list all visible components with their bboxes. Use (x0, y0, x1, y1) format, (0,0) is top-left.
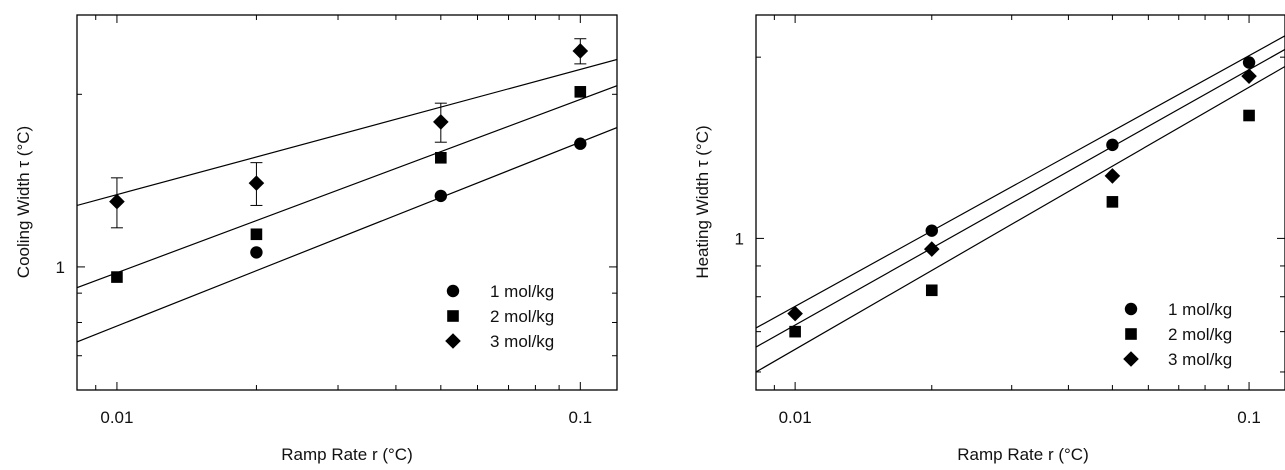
legend-marker (1124, 302, 1138, 316)
x-axis-label: Ramp Rate r (°C) (281, 445, 412, 464)
data-point (789, 325, 801, 338)
data-point (248, 175, 265, 191)
series-square (789, 109, 1255, 338)
data-point (1242, 56, 1256, 69)
data-point (250, 228, 263, 241)
y-tick-label: 1 (56, 258, 65, 277)
legend-marker (447, 310, 459, 322)
series-circle (925, 56, 1256, 237)
plot-frame (76, 14, 618, 391)
legend-marker (1125, 328, 1137, 340)
legend-label: 2 mol/kg (490, 307, 554, 326)
data-point (574, 137, 587, 150)
axis-ticks (756, 15, 1285, 390)
data-point (1106, 138, 1119, 152)
legend-label: 3 mol/kg (490, 332, 554, 351)
heating-width-panel: 0.01 0.1 1 Ramp Rate r (°C) Heating Width τ … (693, 14, 1285, 464)
data-point (250, 246, 263, 259)
series-diamond (109, 38, 589, 229)
fit-lines (77, 58, 617, 343)
fit-line (77, 126, 617, 343)
data-point (923, 241, 940, 257)
data-point (111, 271, 123, 283)
fit-line (756, 48, 1285, 348)
data-point (1106, 196, 1119, 208)
legend-label: 3 mol/kg (1168, 350, 1232, 369)
fit-line (756, 65, 1285, 373)
axis-ticks (77, 15, 617, 390)
y-tick-label: 1 (735, 229, 744, 248)
legend-marker (446, 284, 460, 298)
data-point (109, 193, 125, 210)
data-point (572, 43, 589, 59)
x-axis-label: Ramp Rate r (°C) (957, 445, 1088, 464)
data-point (433, 114, 449, 130)
data-point (1243, 109, 1255, 122)
legend: 1 mol/kg 2 mol/kg 3 mol/kg (445, 282, 554, 351)
data-point (1104, 168, 1121, 184)
legend-label: 1 mol/kg (490, 282, 554, 301)
fit-line (77, 58, 617, 207)
fit-line (77, 85, 617, 289)
data-point (925, 284, 938, 297)
fit-lines (756, 35, 1285, 373)
data-point (787, 305, 803, 322)
data-point (434, 189, 448, 203)
x-tick-label: 0.1 (1237, 408, 1261, 427)
data-point (574, 86, 587, 98)
data-point (925, 224, 938, 237)
x-tick-label: 0.01 (100, 408, 133, 427)
series-square (111, 86, 587, 283)
series-diamond (787, 68, 1257, 322)
x-tick-label: 0.01 (779, 408, 812, 427)
y-axis-label: Heating Width τ (°C) (693, 125, 712, 278)
legend-label: 1 mol/kg (1168, 300, 1232, 319)
legend: 1 mol/kg 2 mol/kg 3 mol/kg (1123, 300, 1232, 369)
data-point (435, 151, 447, 164)
fit-line (756, 35, 1285, 329)
data-point (1241, 68, 1257, 84)
legend-label: 2 mol/kg (1168, 325, 1232, 344)
y-axis-label: Cooling Width τ (°C) (14, 126, 33, 278)
legend-marker (445, 333, 461, 349)
plot-frame (755, 14, 1285, 391)
cooling-width-panel: 0.01 0.1 1 Ramp Rate r (°C) Cooling Width τ … (14, 14, 618, 464)
legend-marker (1123, 351, 1139, 367)
series-circle (250, 137, 587, 259)
x-tick-label: 0.1 (568, 408, 592, 427)
